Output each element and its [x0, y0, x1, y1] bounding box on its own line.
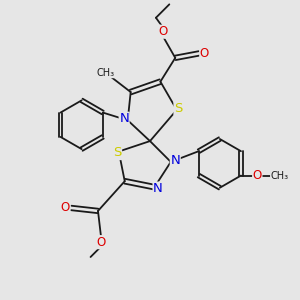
Text: S: S — [174, 102, 182, 115]
Text: N: N — [170, 154, 180, 167]
Text: N: N — [119, 112, 129, 125]
Text: O: O — [61, 202, 70, 214]
Text: CH₃: CH₃ — [96, 68, 115, 78]
Text: O: O — [253, 169, 262, 182]
Text: O: O — [159, 25, 168, 38]
Text: S: S — [113, 146, 122, 160]
Text: N: N — [153, 182, 163, 195]
Text: O: O — [200, 47, 209, 60]
Text: CH₃: CH₃ — [271, 171, 289, 181]
Text: O: O — [96, 236, 106, 249]
